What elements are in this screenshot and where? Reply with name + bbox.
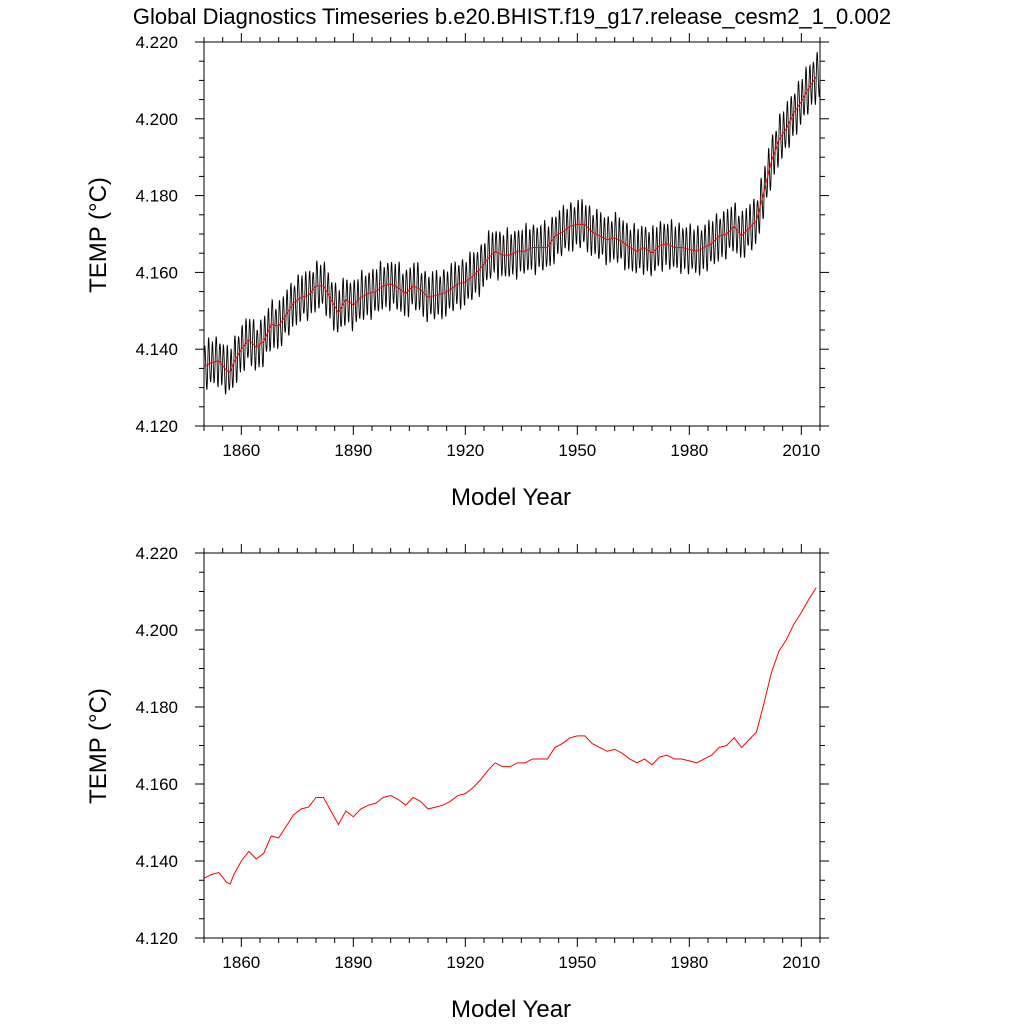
top-panel: Model Year TEMP (°C) 1860 1890 1920 1950 198… xyxy=(85,33,829,511)
bottom-y-tick-label: 4.140 xyxy=(135,852,178,871)
top-y-tick-label: 4.120 xyxy=(135,417,178,436)
top-plot-frame xyxy=(203,41,821,427)
chart-title: Global Diagnostics Timeseries b.e20.BHIS… xyxy=(133,4,891,29)
top-y-tick-label: 4.180 xyxy=(135,187,178,206)
top-x-tick-label: 1890 xyxy=(334,441,372,460)
bottom-x-tick-label: 1920 xyxy=(446,953,484,972)
bottom-annual-mean-series-line xyxy=(203,587,817,885)
top-monthly-series-line xyxy=(203,52,821,395)
bottom-x-tick-label: 1860 xyxy=(222,953,260,972)
top-x-tick-label: 1860 xyxy=(222,441,260,460)
top-annual-mean-series-line xyxy=(203,76,817,373)
top-x-axis-label: Model Year xyxy=(451,484,571,511)
bottom-y-tick-label: 4.180 xyxy=(135,698,178,717)
top-x-tick-label: 2010 xyxy=(782,441,820,460)
bottom-y-tick-label: 4.160 xyxy=(135,775,178,794)
top-y-tick-label: 4.160 xyxy=(135,263,178,282)
bottom-x-tick-label: 1950 xyxy=(558,953,596,972)
bottom-plot-frame xyxy=(203,552,821,939)
bottom-x-tick-label: 1890 xyxy=(334,953,372,972)
bottom-x-tick-label: 2010 xyxy=(782,953,820,972)
bottom-y-tick-label: 4.220 xyxy=(135,544,178,563)
top-x-tick-label: 1980 xyxy=(670,441,708,460)
bottom-y-tick-label: 4.120 xyxy=(135,929,178,948)
bottom-x-tick-label: 1980 xyxy=(670,953,708,972)
top-y-tick-label: 4.220 xyxy=(135,33,178,52)
top-y-axis-label: TEMP (°C) xyxy=(85,177,112,293)
top-x-tick-label: 1920 xyxy=(446,441,484,460)
bottom-x-axis-label: Model Year xyxy=(451,996,571,1023)
bottom-y-axis-label: TEMP (°C) xyxy=(85,688,112,804)
bottom-panel: Model Year TEMP (°C) 1860 1890 1920 1950 198… xyxy=(85,544,829,1023)
top-x-tick-label: 1950 xyxy=(558,441,596,460)
top-y-tick-label: 4.200 xyxy=(135,110,178,129)
top-y-tick-label: 4.140 xyxy=(135,340,178,359)
bottom-y-tick-label: 4.200 xyxy=(135,621,178,640)
